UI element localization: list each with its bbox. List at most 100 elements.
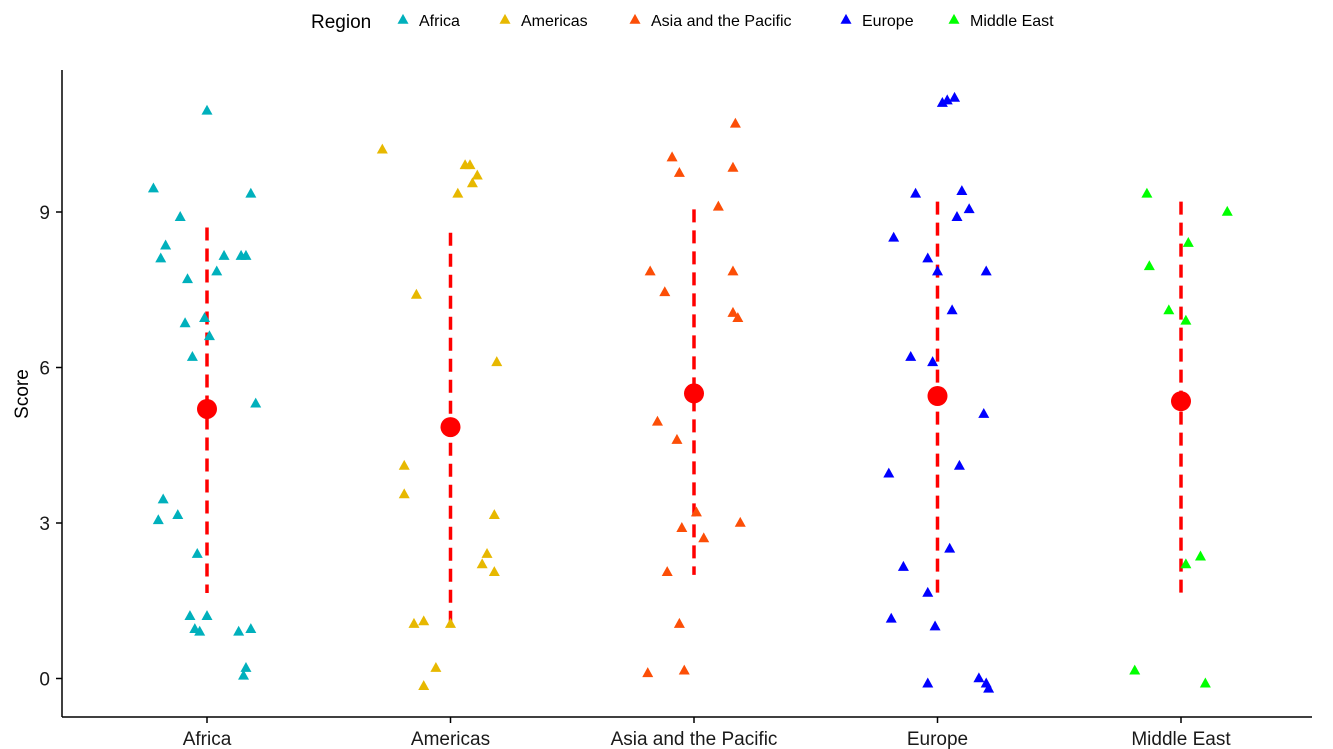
x-tick-label: Europe [907, 729, 968, 749]
data-point [194, 625, 206, 636]
data-point [174, 211, 186, 221]
data-point [488, 509, 500, 519]
data-point [953, 459, 965, 470]
data-point [883, 467, 895, 478]
data-point [936, 97, 948, 107]
data-point [673, 166, 685, 177]
data-point [430, 661, 442, 672]
data-point [642, 667, 654, 678]
data-point [1221, 205, 1233, 216]
data-point [184, 610, 196, 621]
data-point [1141, 187, 1153, 198]
summary-mean-point [440, 417, 461, 438]
data-point [245, 187, 257, 198]
data-point [466, 177, 478, 188]
legend-label: Africa [419, 13, 460, 30]
data-point [944, 542, 956, 553]
data-point [729, 117, 741, 128]
data-point [978, 408, 990, 418]
data-point [201, 104, 213, 115]
data-point [152, 514, 164, 525]
data-point [888, 231, 900, 242]
data-point [418, 615, 430, 626]
data-point [238, 669, 250, 680]
data-point [445, 617, 456, 628]
data-point [922, 252, 934, 263]
legend-key [840, 13, 852, 24]
legend-key [948, 13, 960, 24]
legend-label: Asia and the Pacific [651, 13, 792, 30]
data-point [1199, 677, 1211, 688]
data-point [949, 91, 961, 102]
y-tick-label: 9 [39, 203, 50, 224]
legend-key [629, 13, 641, 24]
data-point [408, 617, 420, 628]
x-tick-label: Africa [183, 729, 232, 749]
legend-label: Americas [521, 13, 588, 30]
data-point [910, 187, 922, 198]
data-point [1194, 550, 1206, 561]
data-point [491, 356, 503, 367]
data-point [946, 304, 958, 315]
data-point [732, 312, 744, 323]
data-point [927, 356, 939, 367]
data-point [897, 560, 909, 571]
data-point [481, 547, 493, 558]
data-point [644, 265, 656, 276]
data-point [147, 182, 159, 193]
summary-mean-point [197, 398, 217, 419]
data-point [905, 350, 917, 361]
data-point [179, 317, 191, 328]
data-point [661, 566, 673, 577]
data-point [476, 558, 488, 569]
data-point [398, 459, 410, 470]
y-tick-label: 3 [39, 514, 50, 535]
legend-label: Middle East [970, 13, 1054, 30]
summary-mean-point [684, 383, 704, 404]
data-point [452, 187, 464, 198]
data-point [963, 203, 975, 214]
data-point [727, 306, 739, 317]
data-point [956, 185, 968, 196]
data-point [671, 433, 683, 444]
data-point [678, 664, 690, 675]
data-point [951, 211, 963, 221]
data-point [922, 677, 934, 688]
data-point [186, 350, 198, 361]
data-point [727, 265, 739, 276]
legend-key [397, 13, 409, 24]
legend: Region Africa Americas Asia and the Pacifi… [311, 12, 1054, 33]
data-point [245, 623, 257, 634]
data-point [410, 288, 422, 299]
x-tick-label: Middle East [1131, 729, 1231, 749]
data-point [240, 661, 252, 672]
summary-layer [205, 201, 1183, 625]
data-point [218, 249, 230, 260]
data-point [973, 672, 985, 683]
data-point [1182, 236, 1194, 247]
data-point [1129, 664, 1141, 675]
data-point [666, 151, 678, 162]
data-point [698, 532, 710, 543]
data-point [240, 249, 252, 260]
data-point [376, 143, 388, 154]
data-point [418, 680, 430, 691]
data-point [676, 522, 688, 532]
y-tick-label: 0 [39, 670, 50, 691]
data-point [922, 586, 934, 597]
data-point [203, 330, 215, 341]
data-point [980, 265, 992, 276]
data-point [211, 265, 223, 276]
data-point [155, 252, 167, 263]
data-point [191, 547, 203, 558]
data-point [1180, 314, 1192, 325]
legend-title: Region [311, 12, 371, 33]
data-point [1180, 558, 1192, 569]
data-point [983, 682, 995, 693]
data-point [172, 509, 184, 519]
data-point [659, 286, 671, 297]
data-point [1143, 260, 1155, 271]
data-point [885, 612, 897, 623]
x-tick-label: Asia and the Pacific [611, 729, 778, 749]
